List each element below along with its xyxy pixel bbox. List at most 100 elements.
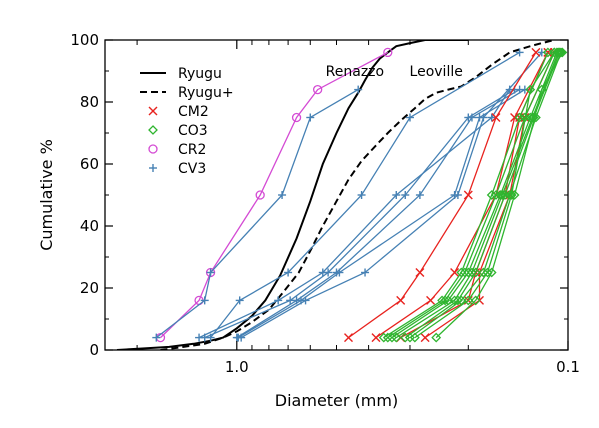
data-point-cr2	[383, 47, 393, 58]
series-cv3-9	[237, 48, 546, 342]
y-tick-label: 80	[80, 93, 99, 111]
data-point-co3	[463, 267, 474, 278]
data-point-co3	[391, 332, 402, 343]
data-point-cm2-stroke	[415, 268, 425, 277]
data-point-cv3	[324, 268, 333, 277]
data-point-cm2-stroke	[420, 333, 430, 343]
data-point-cv3	[301, 296, 310, 305]
data-point-cv3	[354, 85, 363, 94]
legend-label-ryugu-: Ryugu+	[178, 85, 234, 101]
legend-label-cv3: CV3	[178, 161, 206, 177]
plot-layer	[116, 40, 568, 350]
data-point-cr2	[255, 190, 265, 200]
x-tick-label: 1.0	[225, 358, 249, 376]
data-point-cm2-stroke	[371, 333, 381, 343]
data-point-cv3	[152, 333, 161, 342]
data-point-cm2-stroke	[396, 295, 406, 305]
data-point-cv3	[515, 48, 524, 57]
data-point-co3	[542, 47, 553, 58]
data-point-cv3	[274, 296, 283, 305]
data-point-cm2	[531, 47, 541, 57]
data-point-cv3	[237, 333, 246, 342]
axis-ticks: 0 20 40 60 80 100 1.0 0.1	[70, 31, 580, 376]
data-point-co3	[486, 267, 497, 278]
data-point-co3	[525, 84, 536, 95]
data-point-cv3	[487, 113, 496, 122]
data-point-cv3	[306, 113, 315, 122]
data-point-co3	[378, 332, 389, 343]
data-point-co3	[549, 47, 560, 58]
data-point-cm2	[420, 333, 430, 343]
legend-item-ryugu: Ryugu	[140, 66, 222, 82]
data-point-cm2-stroke	[491, 113, 501, 122]
y-tick-label: 40	[80, 217, 99, 235]
data-point-co3	[452, 295, 463, 306]
data-point-cv3	[284, 268, 293, 277]
series-line-cv3	[210, 51, 520, 339]
data-point-cm2-stroke	[463, 190, 473, 200]
data-point-co3	[463, 295, 474, 306]
legend-marker-cm2-stroke	[148, 106, 158, 116]
data-point-co3	[556, 47, 566, 58]
data-point-cm2	[450, 268, 460, 277]
data-point-co3	[478, 267, 489, 278]
series-line-cm2	[375, 52, 549, 339]
legend-item-cr2: CR2	[148, 142, 206, 158]
data-point-co3	[470, 295, 481, 306]
series-line-cv3	[236, 89, 520, 339]
series-cv3-5	[195, 85, 514, 342]
data-point-cm2	[463, 190, 473, 200]
series-line-cr2	[160, 51, 389, 339]
data-point-cv3	[453, 191, 462, 199]
series-line-co3	[409, 52, 562, 339]
series-cv3-3	[152, 85, 363, 342]
data-point-co3	[467, 267, 477, 278]
data-point-cm2-stroke	[343, 333, 353, 343]
data-point-cv3	[520, 85, 529, 94]
legend-marker-cm2	[148, 106, 158, 116]
data-point-cv3	[200, 296, 209, 305]
data-point-cv3	[200, 333, 209, 342]
data-point-cm2-stroke	[426, 295, 436, 305]
data-point-cv3	[278, 191, 287, 199]
series-line-co3	[387, 52, 555, 339]
series-line-co3	[383, 52, 549, 339]
y-tick-label: 20	[80, 279, 99, 297]
data-point-cv3	[392, 191, 401, 199]
legend-label-cm2: CM2	[178, 104, 209, 120]
data-point-cr2	[291, 112, 302, 123]
legend-item-ryugu-: Ryugu+	[140, 85, 234, 101]
series-line-co3	[391, 52, 558, 339]
data-point-cm2	[396, 295, 406, 305]
data-point-cv3	[405, 113, 414, 122]
series-line-co3	[404, 52, 561, 339]
data-point-cm2	[415, 268, 425, 277]
data-point-co3	[509, 190, 520, 200]
data-point-cv3	[235, 296, 244, 305]
data-point-cm2-stroke	[450, 268, 460, 277]
data-point-cm2	[343, 333, 353, 343]
data-point-co3	[536, 84, 547, 95]
series-line-cm2	[348, 52, 537, 339]
legend: Ryugu Ryugu+ CM2 CO3 CR2 CV3	[140, 66, 234, 177]
data-point-cv3	[479, 113, 488, 122]
data-point-cv3	[361, 268, 370, 277]
data-point-cm2	[426, 295, 436, 305]
data-point-co3	[409, 332, 420, 343]
series-line-cv3	[155, 89, 359, 339]
data-point-cm2	[491, 113, 501, 122]
series-co3-21	[431, 47, 568, 343]
y-tick-label: 60	[80, 155, 99, 173]
series-line-cv3	[198, 89, 511, 339]
legend-label-ryugu: Ryugu	[178, 66, 222, 82]
legend-label-co3: CO3	[178, 123, 208, 139]
data-point-co3	[486, 190, 497, 200]
x-tick-label: 0.1	[556, 358, 580, 376]
data-point-co3	[470, 267, 481, 278]
series-line-cv3	[204, 89, 515, 339]
series-cm2-10	[343, 47, 541, 343]
annotation-renazzo: Renazzo	[326, 64, 384, 80]
data-point-cv3	[357, 191, 366, 199]
series-co3-20	[409, 47, 560, 343]
y-tick-label: 100	[70, 31, 99, 49]
